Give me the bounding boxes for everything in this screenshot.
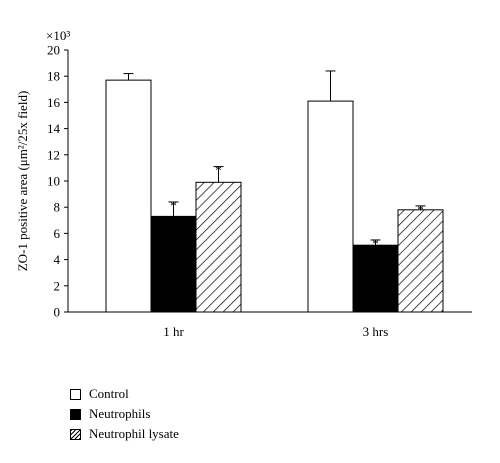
x-tick-label: 3 hrs: [363, 324, 389, 339]
legend-item-neutrophils: Neutrophils: [70, 404, 179, 424]
y-tick-label: 14: [47, 121, 61, 136]
y-axis-label: ZO-1 positive area (μm²/25x field): [15, 91, 30, 272]
bar: [307, 100, 354, 313]
significance-marker: *: [372, 236, 379, 251]
y-tick-label: 8: [54, 200, 61, 215]
legend-item-neutrophil-lysate: Neutrophil lysate: [70, 424, 179, 444]
legend-label-control: Control: [89, 386, 129, 401]
bar-chart: 0 2 4 6 8 10 12 14 16 18 20×10³ ZO-1 positive area …: [15, 28, 472, 339]
legend-swatch-neutrophils: [70, 408, 81, 420]
x-tick-label: 1 hr: [163, 324, 184, 339]
y-tick-label: 0: [54, 305, 61, 320]
y-scale-label: ×10³: [46, 28, 70, 43]
y-tick-label: 18: [47, 69, 60, 84]
bar: [195, 181, 242, 313]
legend-swatch-neutrophil-lysate: [70, 428, 81, 440]
significance-marker: *: [170, 198, 177, 213]
legend: Control Neutrophils Neutrophil lysate: [70, 384, 179, 444]
y-tick-label: 6: [54, 226, 61, 241]
y-tick-label: 2: [54, 278, 61, 293]
legend-swatch-control: [70, 388, 81, 400]
legend-item-control: Control: [70, 384, 179, 404]
significance-marker: *: [215, 163, 222, 178]
bar: [105, 79, 152, 313]
y-tick-label: 4: [54, 252, 61, 267]
y-tick-label: 12: [47, 147, 60, 162]
significance-marker: *: [417, 202, 424, 217]
y-tick-label: 20: [47, 43, 60, 58]
legend-label-neutrophil-lysate: Neutrophil lysate: [89, 426, 179, 441]
bar: [397, 209, 444, 313]
legend-label-neutrophils: Neutrophils: [89, 406, 151, 421]
bar: [352, 244, 399, 313]
y-tick-label: 16: [47, 95, 61, 110]
bar: [150, 215, 197, 313]
y-tick-label: 10: [47, 174, 60, 189]
